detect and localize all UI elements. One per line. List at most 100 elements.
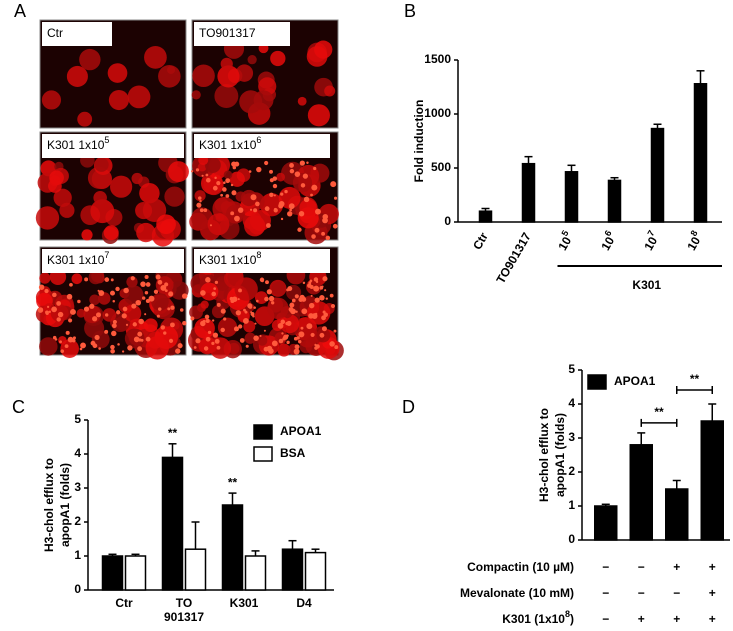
speck: [273, 194, 276, 197]
speck: [141, 296, 146, 300]
speck: [205, 277, 211, 283]
treatment-sign: −: [673, 586, 680, 600]
speck: [117, 343, 120, 346]
speck: [269, 169, 273, 174]
speck: [216, 345, 221, 350]
speck: [116, 310, 121, 315]
speck: [98, 290, 105, 296]
x-tick-label-sup: 5: [560, 229, 571, 238]
speck: [51, 306, 57, 313]
speck: [110, 348, 115, 354]
cell: [163, 318, 172, 327]
treatment-sign: −: [638, 560, 645, 574]
speck: [207, 330, 212, 335]
speck: [205, 336, 211, 342]
speck: [220, 308, 226, 314]
speck: [212, 332, 219, 338]
speck: [250, 312, 255, 317]
speck: [125, 323, 129, 326]
speck: [265, 280, 269, 285]
speck: [321, 315, 326, 321]
speck: [145, 336, 151, 342]
speck: [222, 187, 227, 192]
speck: [237, 207, 244, 213]
speck: [268, 295, 275, 302]
cell: [253, 90, 274, 111]
cell: [249, 209, 271, 232]
x-tick-label: TO 901317: [163, 596, 205, 624]
speck: [311, 234, 316, 239]
cell: [192, 64, 215, 88]
speck: [243, 308, 246, 312]
cell: [66, 65, 88, 87]
y-tick-label: 500: [431, 160, 451, 174]
treatment-sign: +: [709, 612, 716, 626]
speck: [216, 302, 221, 307]
speck: [314, 227, 320, 233]
speck: [315, 280, 319, 284]
treatment-sign: +: [673, 560, 680, 574]
cell: [270, 50, 286, 67]
cell: [274, 332, 287, 344]
speck: [44, 288, 49, 294]
cell: [93, 190, 107, 205]
speck: [70, 308, 76, 315]
micrograph-label-sup: 8: [256, 250, 261, 260]
speck: [175, 348, 181, 354]
label-box: [194, 134, 330, 158]
cell: [234, 277, 258, 301]
bar: [650, 127, 665, 223]
speck: [231, 296, 238, 302]
speck: [287, 286, 293, 292]
treatment-sign: +: [709, 586, 716, 600]
cell: [247, 55, 257, 65]
speck: [280, 217, 284, 221]
speck: [205, 318, 210, 323]
label-box: [42, 249, 184, 273]
speck: [272, 183, 278, 189]
micrograph-label-sup: 7: [104, 250, 109, 260]
cell: [108, 89, 129, 111]
speck: [216, 181, 221, 186]
speck: [201, 174, 204, 177]
speck: [127, 345, 133, 351]
speck: [200, 290, 206, 296]
speck: [286, 340, 290, 345]
micrograph-label: K301 1x108: [199, 250, 261, 267]
x-tick-label-box: Ctr: [115, 596, 132, 610]
speck: [333, 329, 337, 333]
cell: [110, 175, 133, 198]
speck: [289, 163, 294, 168]
cell: [164, 186, 185, 207]
speck: [252, 315, 255, 318]
y-tick-label: 1: [568, 498, 575, 512]
speck: [311, 184, 318, 191]
label-box: [42, 134, 184, 158]
speck: [230, 211, 235, 216]
treatment-sign: +: [709, 560, 716, 574]
bar: [124, 555, 147, 591]
speck: [64, 344, 69, 349]
y-tick-label: 3: [568, 430, 575, 444]
speck: [330, 181, 337, 188]
speck: [57, 311, 64, 318]
speck: [223, 181, 226, 184]
speck: [293, 348, 300, 355]
speck: [255, 201, 260, 207]
speck: [89, 303, 95, 309]
speck: [313, 277, 319, 282]
speck: [145, 282, 151, 287]
speck: [244, 310, 248, 314]
speck: [253, 335, 259, 341]
speck: [163, 331, 167, 335]
cell: [145, 336, 169, 360]
micrograph-label: TO901317: [199, 26, 256, 40]
cell: [60, 339, 79, 358]
speck: [144, 290, 149, 295]
speck: [123, 287, 129, 294]
speck: [325, 297, 328, 300]
speck: [319, 332, 325, 338]
cell: [59, 202, 75, 218]
speck: [198, 196, 202, 200]
